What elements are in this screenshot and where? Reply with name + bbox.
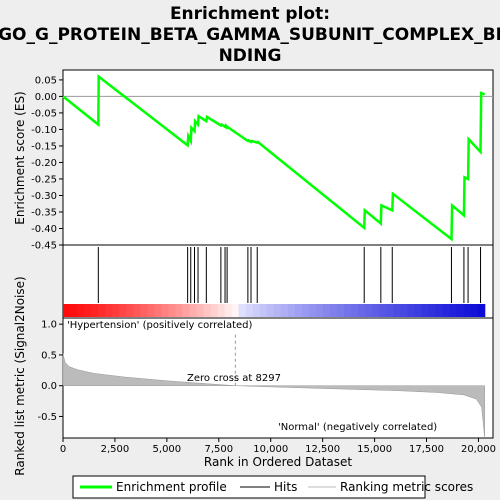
rank-colorbar-segment (224, 304, 233, 317)
rank-colorbar-segment (414, 304, 423, 317)
rank-colorbar-segment (365, 304, 373, 317)
rank-colorbar-segment (400, 304, 408, 317)
rank-colorbar-segment (308, 304, 317, 317)
rank-colorbar-segment (316, 304, 324, 317)
rank-colorbar-segment (337, 304, 345, 317)
es-ytick-label: -0.45 (31, 241, 57, 252)
rank-colorbar-segment (245, 304, 254, 317)
rank-colorbar-segment (379, 304, 387, 317)
rank-colorbar-segment (301, 304, 310, 317)
rank-colorbar-segment (84, 304, 92, 317)
rank-xtick-label: 5,000 (153, 444, 182, 455)
rank-colorbar-segment (407, 304, 416, 317)
rank-colorbar-segment (112, 304, 120, 317)
positive-label: 'Hypertension' (positively correlated) (67, 320, 253, 331)
rank-colorbar-segment (182, 304, 191, 317)
rank-xtick-label: 15,000 (357, 444, 392, 455)
rank-colorbar-segment (133, 304, 141, 317)
legend-hits-label: Hits (274, 480, 297, 494)
rank-xtick-label: 12,500 (305, 444, 340, 455)
rank-colorbar-segment (287, 304, 296, 317)
rank-colorbar-segment (70, 304, 78, 317)
rank-colorbar-segment (266, 304, 275, 317)
rank-colorbar-segment (91, 304, 99, 317)
rank-ytick-label: 0.5 (41, 350, 57, 361)
rank-colorbar-segment (372, 304, 380, 317)
rank-colorbar-segment (98, 304, 106, 317)
es-ytick-label: 0.00 (35, 92, 57, 103)
rank-colorbar-segment (330, 304, 338, 317)
es-ytick-label: 0.05 (35, 75, 57, 86)
rank-colorbar-segment (456, 304, 465, 317)
rank-colorbar-segment (63, 304, 71, 317)
rank-xtick-label: 20,000 (461, 444, 496, 455)
legend-ranking-label: Ranking metric scores (340, 480, 473, 494)
es-ytick-label: -0.05 (31, 108, 57, 119)
rank-colorbar-segment (470, 304, 479, 317)
rank-colorbar-segment (119, 304, 127, 317)
rank-colorbar-segment (210, 304, 219, 317)
rank-xtick-label: 0 (60, 444, 66, 455)
rank-colorbar-segment (273, 304, 282, 317)
legend-enrichment-label: Enrichment profile (116, 480, 227, 494)
rank-xtick-label: 17,500 (409, 444, 444, 455)
rank-ytick-label: -0.5 (37, 412, 57, 423)
es-ytick-label: -0.40 (31, 224, 57, 235)
rank-ylabel: Ranked list metric (Signal2Noise) (13, 276, 27, 475)
rank-colorbar-segment (259, 304, 268, 317)
rank-colorbar-segment (358, 304, 366, 317)
plot-title-line3: NDING (219, 46, 282, 66)
rank-colorbar-segment (252, 304, 261, 317)
es-ytick-label: -0.15 (31, 141, 57, 152)
rank-colorbar-segment (442, 304, 451, 317)
plot-title-line2: GO_G_PROTEIN_BETA_GAMMA_SUBUNIT_COMPLEX_… (0, 25, 500, 45)
rank-colorbar-segment (203, 304, 212, 317)
es-ytick-label: -0.35 (31, 207, 57, 218)
rank-colorbar-segment (386, 304, 394, 317)
rank-colorbar-segment (449, 304, 458, 317)
rank-colorbar-segment (161, 304, 170, 317)
rank-colorbar-segment (435, 304, 444, 317)
rank-colorbar-segment (428, 304, 437, 317)
rank-colorbar-segment (280, 304, 289, 317)
rank-xtick-label: 2,500 (101, 444, 130, 455)
rank-colorbar-segment (154, 304, 162, 317)
negative-label: 'Normal' (negatively correlated) (278, 422, 437, 433)
rank-ytick-label: 1.0 (41, 320, 57, 331)
es-ytick-label: -0.30 (31, 191, 57, 202)
rank-xlabel: Rank in Ordered Dataset (204, 455, 352, 469)
es-ytick-label: -0.20 (31, 158, 57, 169)
rank-colorbar-segment (196, 304, 205, 317)
es-ylabel: Enrichment score (ES) (13, 91, 27, 224)
rank-colorbar-segment (189, 304, 198, 317)
rank-colorbar-segment (168, 304, 177, 317)
rank-colorbar-segment (231, 304, 240, 317)
rank-colorbar-segment (140, 304, 148, 317)
rank-colorbar-segment (351, 304, 359, 317)
rank-colorbar-segment (217, 304, 226, 317)
rank-colorbar-segment (126, 304, 134, 317)
es-ytick-label: -0.25 (31, 174, 57, 185)
rank-colorbar-segment (421, 304, 430, 317)
rank-colorbar-segment (147, 304, 155, 317)
rank-colorbar-segment (294, 304, 303, 317)
ranking-metric-area (62, 353, 485, 439)
rank-ytick-label: 0.0 (41, 381, 57, 392)
es-ytick-label: -0.10 (31, 125, 57, 136)
rank-colorbar-segment (175, 304, 184, 317)
rank-colorbar-segment (323, 304, 331, 317)
rank-colorbar-segment (344, 304, 352, 317)
rank-colorbar-segment (77, 304, 85, 317)
rank-colorbar-segment (105, 304, 113, 317)
rank-colorbar-segment (238, 304, 247, 317)
rank-colorbar-segment (477, 304, 486, 317)
zero-cross-label: Zero cross at 8297 (187, 373, 281, 384)
rank-colorbar-segment (463, 304, 472, 317)
rank-xtick-label: 7,500 (204, 444, 233, 455)
plot-title-line1: Enrichment plot: (170, 4, 330, 24)
rank-colorbar-segment (393, 304, 401, 317)
rank-xtick-label: 10,000 (253, 444, 288, 455)
enrichment-profile-line (62, 74, 486, 242)
